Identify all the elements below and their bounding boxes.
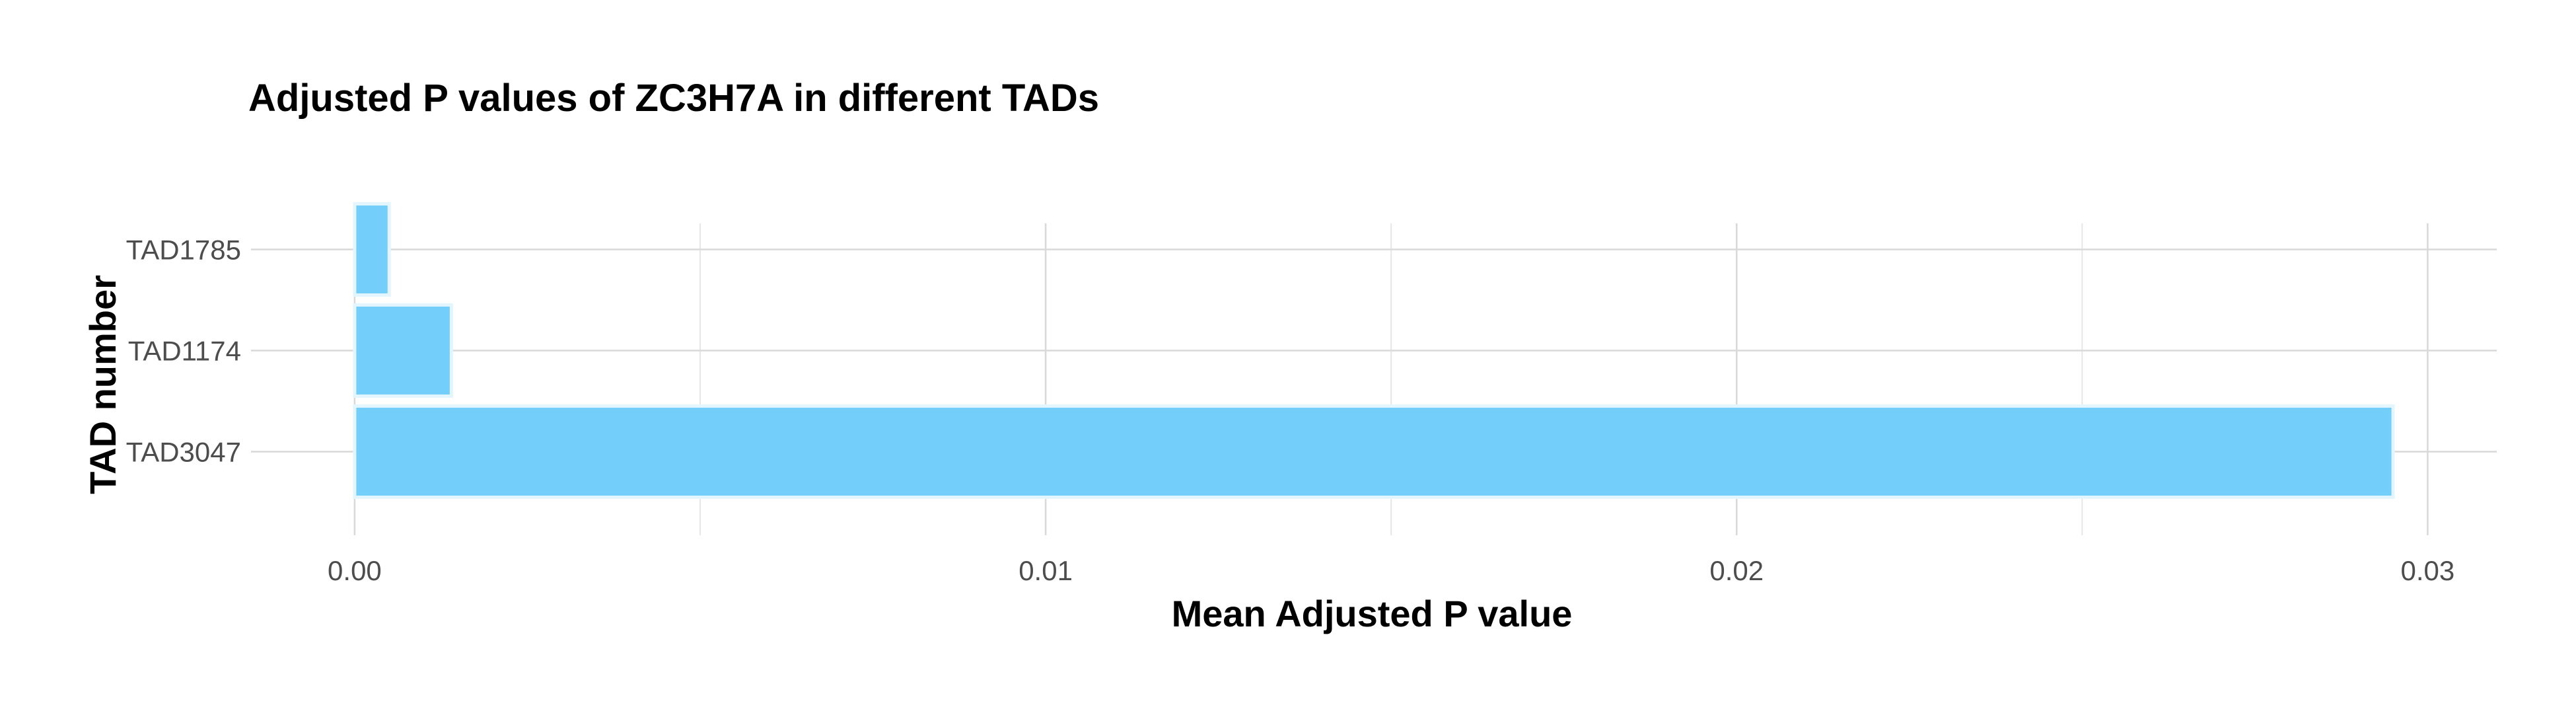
bar-tad3047: [353, 404, 2395, 499]
y-tick-label: TAD1174: [128, 336, 241, 367]
bar-tad1785: [353, 202, 391, 297]
y-axis-title: TAD number: [82, 275, 124, 494]
x-axis-title: Mean Adjusted P value: [1172, 593, 1573, 634]
y-tick-label: TAD1785: [126, 235, 241, 266]
y-axis-tick-labels: TAD3047 TAD1174 TAD1785: [126, 235, 241, 468]
x-tick-label: 0.00: [328, 555, 382, 586]
chart-title: Adjusted P values of ZC3H7A in different…: [248, 77, 1099, 120]
bars: [353, 202, 2395, 499]
y-tick-label: TAD3047: [126, 437, 241, 468]
bar-tad1174: [353, 303, 453, 398]
x-tick-label: 0.02: [1709, 555, 1764, 586]
x-axis-tick-labels: 0.00 0.01 0.02 0.03: [328, 555, 2454, 586]
x-tick-label: 0.01: [1019, 555, 1073, 586]
x-tick-label: 0.03: [2401, 555, 2455, 586]
